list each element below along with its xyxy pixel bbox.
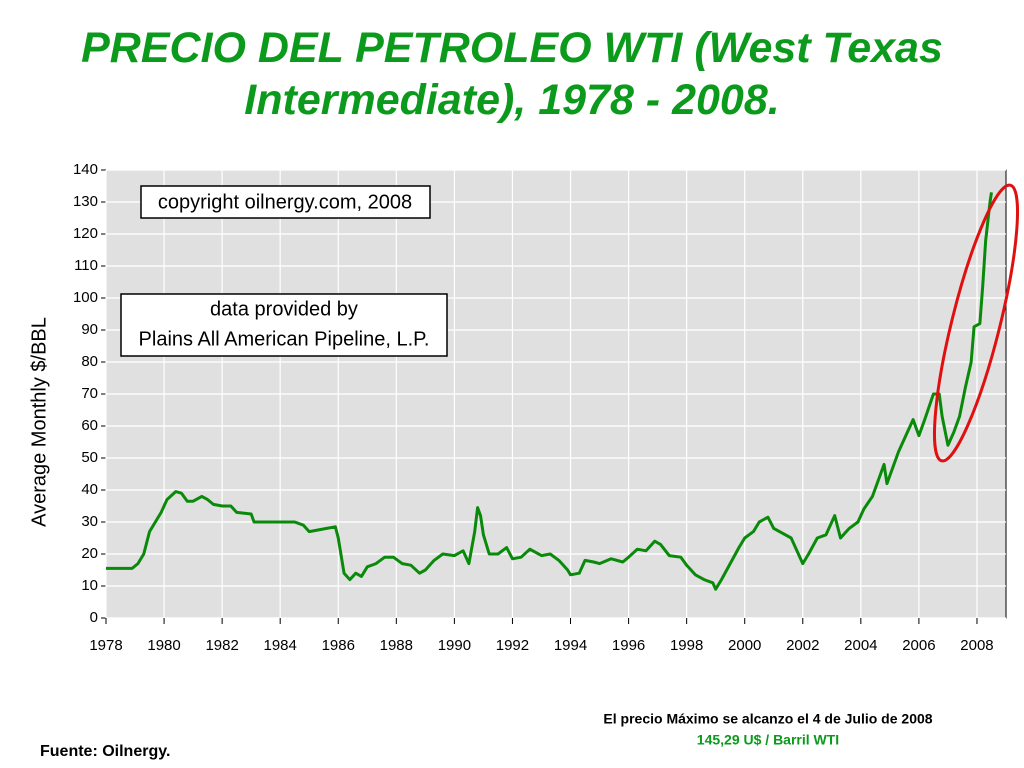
y-tick-label: 110	[74, 257, 98, 274]
footer-price: 145,29 U$ / Barril WTI	[697, 732, 839, 748]
y-tick-label: 30	[81, 513, 98, 530]
x-tick-label: 1982	[205, 637, 238, 654]
y-tick-label: 120	[73, 225, 98, 242]
y-tick-label: 80	[81, 353, 98, 370]
x-tick-label: 2000	[728, 637, 761, 654]
x-tick-label: 1984	[264, 637, 297, 654]
y-tick-label: 130	[73, 193, 98, 210]
y-tick-label: 60	[81, 417, 98, 434]
x-tick-label: 2002	[786, 637, 819, 654]
series	[106, 192, 993, 591]
annotation: Plains All American Pipeline, L.P.	[139, 328, 430, 350]
x-tick-label: 1992	[496, 637, 529, 654]
annotation: data provided by	[210, 298, 358, 320]
y-axis-label: Average Monthly $/BBL	[28, 317, 50, 527]
x-tick-label: 1978	[89, 637, 122, 654]
annotation-box	[140, 185, 431, 219]
annotation-box	[120, 293, 448, 357]
x-tick-label: 1980	[147, 637, 180, 654]
grid: 0 10 20 30 40 50 60 70 80 90 100 110 120 130 140 1978 19…	[73, 161, 1006, 654]
y-tick-label: 50	[81, 449, 98, 466]
x-tick-label: 1998	[670, 637, 703, 654]
slide-title: PRECIO DEL PETROLEO WTI (West Texas Inte…	[81, 24, 943, 124]
y-tick-label: 70	[81, 385, 98, 402]
y-tick-label: 40	[81, 481, 98, 498]
y-tick-label: 100	[73, 289, 98, 306]
x-tick-label: 2006	[902, 637, 935, 654]
y-tick-label: 140	[73, 161, 98, 178]
x-tick-label: 1986	[322, 637, 355, 654]
x-tick-label: 2008	[960, 637, 993, 654]
y-tick-label: 90	[81, 321, 98, 338]
x-tick-label: 1990	[438, 637, 471, 654]
y-tick-label: 0	[90, 609, 98, 626]
footer-note: El precio Máximo se alcanzo el 4 de Juli…	[603, 711, 932, 727]
x-tick-label: 1996	[612, 637, 645, 654]
y-tick-label: 20	[81, 545, 98, 562]
price-line	[106, 192, 993, 591]
x-tick-label: 1988	[380, 637, 413, 654]
annotation: copyright oilnergy.com, 2008	[158, 191, 412, 213]
x-tick-label: 1994	[554, 637, 587, 654]
y-tick-label: 10	[81, 577, 98, 594]
x-tick-label: 2004	[844, 637, 877, 654]
highlight-ellipse	[932, 183, 1020, 463]
source: Fuente: Oilnergy.	[40, 743, 170, 760]
